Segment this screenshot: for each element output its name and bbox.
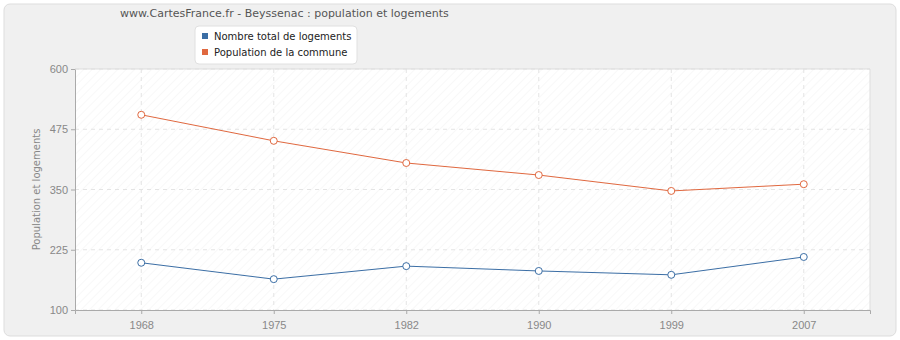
- y-tick: 225: [50, 244, 75, 256]
- series-group: [138, 111, 808, 282]
- legend-label: Population de la commune: [214, 47, 347, 58]
- series-point: [668, 187, 675, 194]
- x-tick: 1968: [130, 310, 154, 331]
- series-point: [535, 267, 542, 274]
- y-tick: 600: [50, 63, 75, 75]
- grid-line-x: [803, 69, 804, 310]
- x-tick-mark: [804, 310, 805, 314]
- grid: [75, 69, 870, 310]
- series-point: [800, 253, 807, 260]
- x-axis-line: [76, 311, 871, 315]
- x-tick-label: 1968: [130, 319, 154, 331]
- frame: [870, 69, 871, 310]
- y-label: Population et logements: [31, 129, 42, 251]
- legend-swatch: [202, 49, 208, 55]
- frame: [75, 69, 870, 70]
- y-tick-mark: [71, 250, 75, 251]
- grid-line-x: [141, 69, 142, 310]
- grid-line-x: [273, 69, 274, 310]
- series-point: [403, 263, 410, 270]
- y-tick-mark: [71, 69, 75, 70]
- legend-box: [195, 26, 357, 64]
- y-axis: 100 225 350 475 600: [50, 63, 76, 316]
- x-tick-label: 1975: [262, 319, 286, 331]
- grid-line-y: [75, 189, 870, 190]
- grid-line-y: [75, 69, 870, 70]
- y-tick-label: 600: [50, 63, 68, 75]
- x-tick: 2007: [792, 310, 816, 331]
- x-tick: 1999: [660, 310, 684, 331]
- x-tick-mark: [274, 310, 275, 314]
- series-point: [270, 137, 277, 144]
- y-tick-mark: [71, 190, 75, 191]
- series-point: [668, 271, 675, 278]
- x-tick-mark: [141, 310, 142, 314]
- grid-line-x: [406, 69, 407, 310]
- x-tick-label: 1999: [660, 319, 684, 331]
- series-point: [403, 159, 410, 166]
- x-tick-mark: [671, 310, 672, 314]
- x-tick-mark: [406, 310, 407, 314]
- background: [4, 4, 896, 336]
- title: www.CartesFrance.fr - Beyssenac : popula…: [120, 7, 449, 20]
- series-line: [141, 115, 804, 191]
- y-tick: 350: [50, 184, 75, 196]
- series-point: [800, 181, 807, 188]
- grid-line-y: [75, 129, 870, 130]
- y-tick-mark: [71, 310, 75, 311]
- grid-line-y: [75, 249, 870, 250]
- series-point: [270, 276, 277, 283]
- y-tick: 475: [50, 123, 75, 135]
- plot-area: [75, 69, 870, 310]
- x-tick: 1990: [527, 310, 551, 331]
- legend: Nombre total de logements Population de l…: [195, 26, 357, 64]
- y-tick-label: 350: [50, 184, 68, 196]
- series-point: [535, 172, 542, 179]
- y-axis-line: [71, 70, 76, 311]
- plot: 100 225 350 475 600 1968 1975 1982 1990 1999 2007: [50, 63, 871, 331]
- y-tick-mark: [71, 129, 75, 130]
- y-tick-label: 100: [50, 304, 68, 316]
- x-tick-label: 1982: [395, 319, 419, 331]
- x-tick: 1975: [262, 310, 286, 331]
- series-line: [141, 257, 804, 279]
- x-tick-label: 2007: [792, 319, 816, 331]
- legend-label: Nombre total de logements: [214, 31, 351, 42]
- legend-swatch: [202, 33, 208, 39]
- series-point: [138, 259, 145, 266]
- x-tick-label: 1990: [527, 319, 551, 331]
- series-point: [138, 111, 145, 118]
- chart: 100 225 350 475 600 1968 1975 1982 1990 1999 2007 w…: [0, 0, 900, 340]
- y-tick-label: 475: [50, 123, 68, 135]
- x-tick: 1982: [395, 310, 419, 331]
- y-tick-label: 225: [50, 244, 68, 256]
- x-tick-mark: [539, 310, 540, 314]
- x-axis: 1968 1975 1982 1990 1999 2007: [76, 310, 871, 331]
- y-tick: 100: [50, 304, 75, 316]
